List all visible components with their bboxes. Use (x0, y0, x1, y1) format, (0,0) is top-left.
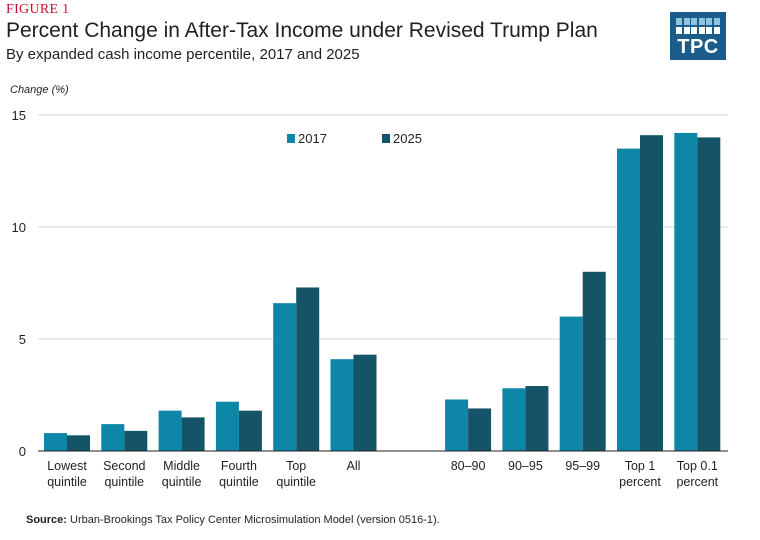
logo-grid-icon (676, 18, 720, 36)
source-label: Source: (26, 514, 67, 526)
x-tick-label: quintile (219, 475, 259, 489)
bar-2025 (582, 271, 606, 451)
x-tick-label: quintile (104, 475, 144, 489)
bar-2025 (525, 386, 549, 451)
bar-2017 (674, 132, 698, 452)
x-tick-label: Middle (163, 459, 200, 473)
bar-2025 (238, 410, 262, 451)
legend-swatch (382, 134, 390, 143)
y-tick-label: 5 (19, 332, 26, 347)
bar-2025 (124, 430, 148, 451)
x-tick-label: Top 1 (625, 459, 656, 473)
x-tick-label: All (347, 459, 361, 473)
x-tick-label: 95–99 (565, 459, 600, 473)
bar-2025 (640, 135, 663, 451)
tpc-logo: TPC (670, 12, 726, 60)
x-tick-label: Top (286, 459, 306, 473)
figure-label: FIGURE 1 (6, 2, 70, 17)
x-tick-label: quintile (276, 475, 316, 489)
y-tick-labels: 0 5 10 15 (12, 108, 26, 459)
bar-2025 (296, 287, 320, 451)
bar-2017 (44, 433, 67, 451)
source-text: Urban-Brookings Tax Policy Center Micros… (66, 514, 440, 526)
y-tick-label: 10 (12, 220, 26, 235)
logo-text: TPC (677, 36, 719, 58)
x-tick-label: Second (103, 459, 145, 473)
bar-2025 (697, 137, 721, 451)
legend-label: 2025 (393, 131, 422, 146)
legend: 2017 2025 (287, 131, 422, 146)
y-tick-label: 15 (12, 108, 26, 123)
chart-subtitle: By expanded cash income percentile, 2017… (6, 46, 360, 63)
bar-2017 (158, 410, 182, 451)
bar-2025 (468, 408, 492, 451)
bar-2025 (67, 435, 90, 451)
bars (44, 132, 721, 452)
x-tick-label: 90–95 (508, 459, 543, 473)
chart-title: Percent Change in After-Tax Income under… (6, 19, 598, 42)
bar-2025 (353, 354, 377, 451)
bar-2017 (617, 148, 640, 451)
x-tick-label: percent (619, 475, 661, 489)
bar-2017 (215, 401, 239, 451)
bar-2017 (502, 388, 526, 451)
x-tick-label: quintile (162, 475, 202, 489)
x-tick-label: Lowest (47, 459, 87, 473)
bar-2025 (181, 417, 205, 451)
y-axis-label: Change (%) (10, 84, 69, 96)
bar-2017 (330, 359, 354, 451)
bar-2017 (445, 399, 469, 451)
y-tick-label: 0 (19, 444, 26, 459)
x-tick-label: 80–90 (451, 459, 486, 473)
bar-2017 (101, 424, 125, 451)
bar-chart: Change (%) 0 5 10 15 Lowest quintile Second qu… (10, 84, 728, 489)
x-tick-labels: Lowest quintile Second quintile Middle quinti… (47, 459, 718, 489)
gridlines (38, 114, 728, 340)
legend-label: 2017 (298, 131, 327, 146)
x-tick-label: Fourth (221, 459, 257, 473)
x-tick-label: percent (676, 475, 718, 489)
x-tick-label: Top 0.1 (677, 459, 718, 473)
bar-2017 (273, 303, 297, 451)
x-tick-label: quintile (47, 475, 87, 489)
legend-swatch (287, 134, 295, 143)
source-note: Source: Urban-Brookings Tax Policy Cente… (26, 514, 440, 526)
bar-2017 (559, 316, 583, 451)
